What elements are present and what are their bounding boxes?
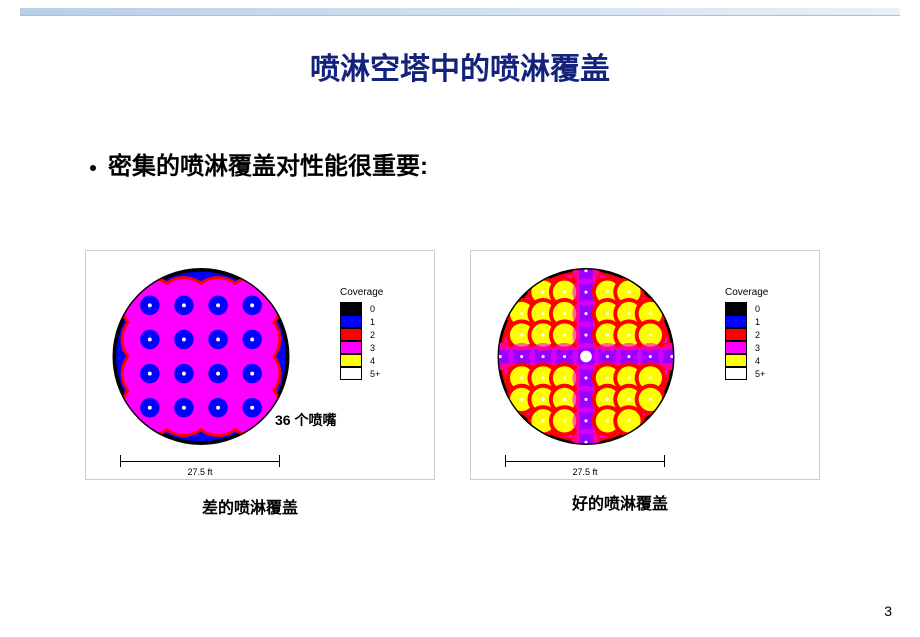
legend-swatch [725,315,747,328]
legend-row: 1 [340,315,420,328]
coverage-plot-right [481,259,691,454]
legend-swatch [725,354,747,367]
caption-good: 好的喷淋覆盖 [470,490,770,514]
legend-swatch [340,328,362,341]
scale-label: 27.5 ft [505,467,665,477]
legend-swatch [340,354,362,367]
page-number: 3 [884,603,892,619]
legend-row: 3 [725,341,805,354]
legend-swatch [725,367,747,380]
legend-swatch [725,341,747,354]
legend-row: 5+ [340,367,420,380]
panel-good-coverage: Coverage 0 1 2 3 4 5+ 27.5 ft [470,250,820,480]
legend-title: Coverage [340,287,420,298]
legend-label: 4 [755,356,760,366]
legend-swatch [340,341,362,354]
legend-label: 1 [755,317,760,327]
nozzles-count-label: 36 个喷嘴 [275,410,336,430]
bullet-text: 密集的喷淋覆盖对性能很重要: [108,153,428,180]
legend-row: 0 [725,302,805,315]
scale-bar-left: 27.5 ft [120,455,280,469]
legend-title: Coverage [725,287,805,298]
bullet-dot [90,165,96,171]
slide-title: 喷淋空塔中的喷淋覆盖 [0,44,920,88]
legend-row: 0 [340,302,420,315]
legend-left: Coverage 0 1 2 3 4 5+ [340,287,420,380]
legend-label: 5+ [370,369,380,379]
legend-label: 3 [755,343,760,353]
legend-label: 2 [370,330,375,340]
legend-swatch [340,367,362,380]
scale-bar-right: 27.5 ft [505,455,665,469]
legend-swatch [340,315,362,328]
bullet-item: 密集的喷淋覆盖对性能很重要: [90,146,428,181]
legend-row: 2 [725,328,805,341]
legend-row: 2 [340,328,420,341]
caption-bad: 差的喷淋覆盖 [100,494,400,518]
legend-row: 1 [725,315,805,328]
legend-label: 1 [370,317,375,327]
legend-row: 4 [725,354,805,367]
legend-label: 5+ [755,369,765,379]
legend-label: 2 [755,330,760,340]
legend-swatch [340,302,362,315]
legend-swatch [725,328,747,341]
panel-bad-coverage: Coverage 0 1 2 3 4 5+ 27.5 ft [85,250,435,480]
legend-row: 5+ [725,367,805,380]
header-accent-bar [20,8,900,16]
legend-label: 3 [370,343,375,353]
scale-label: 27.5 ft [120,467,280,477]
legend-label: 0 [755,304,760,314]
legend-label: 0 [370,304,375,314]
legend-row: 4 [340,354,420,367]
legend-row: 3 [340,341,420,354]
legend-label: 4 [370,356,375,366]
legend-swatch [725,302,747,315]
legend-right: Coverage 0 1 2 3 4 5+ [725,287,805,380]
